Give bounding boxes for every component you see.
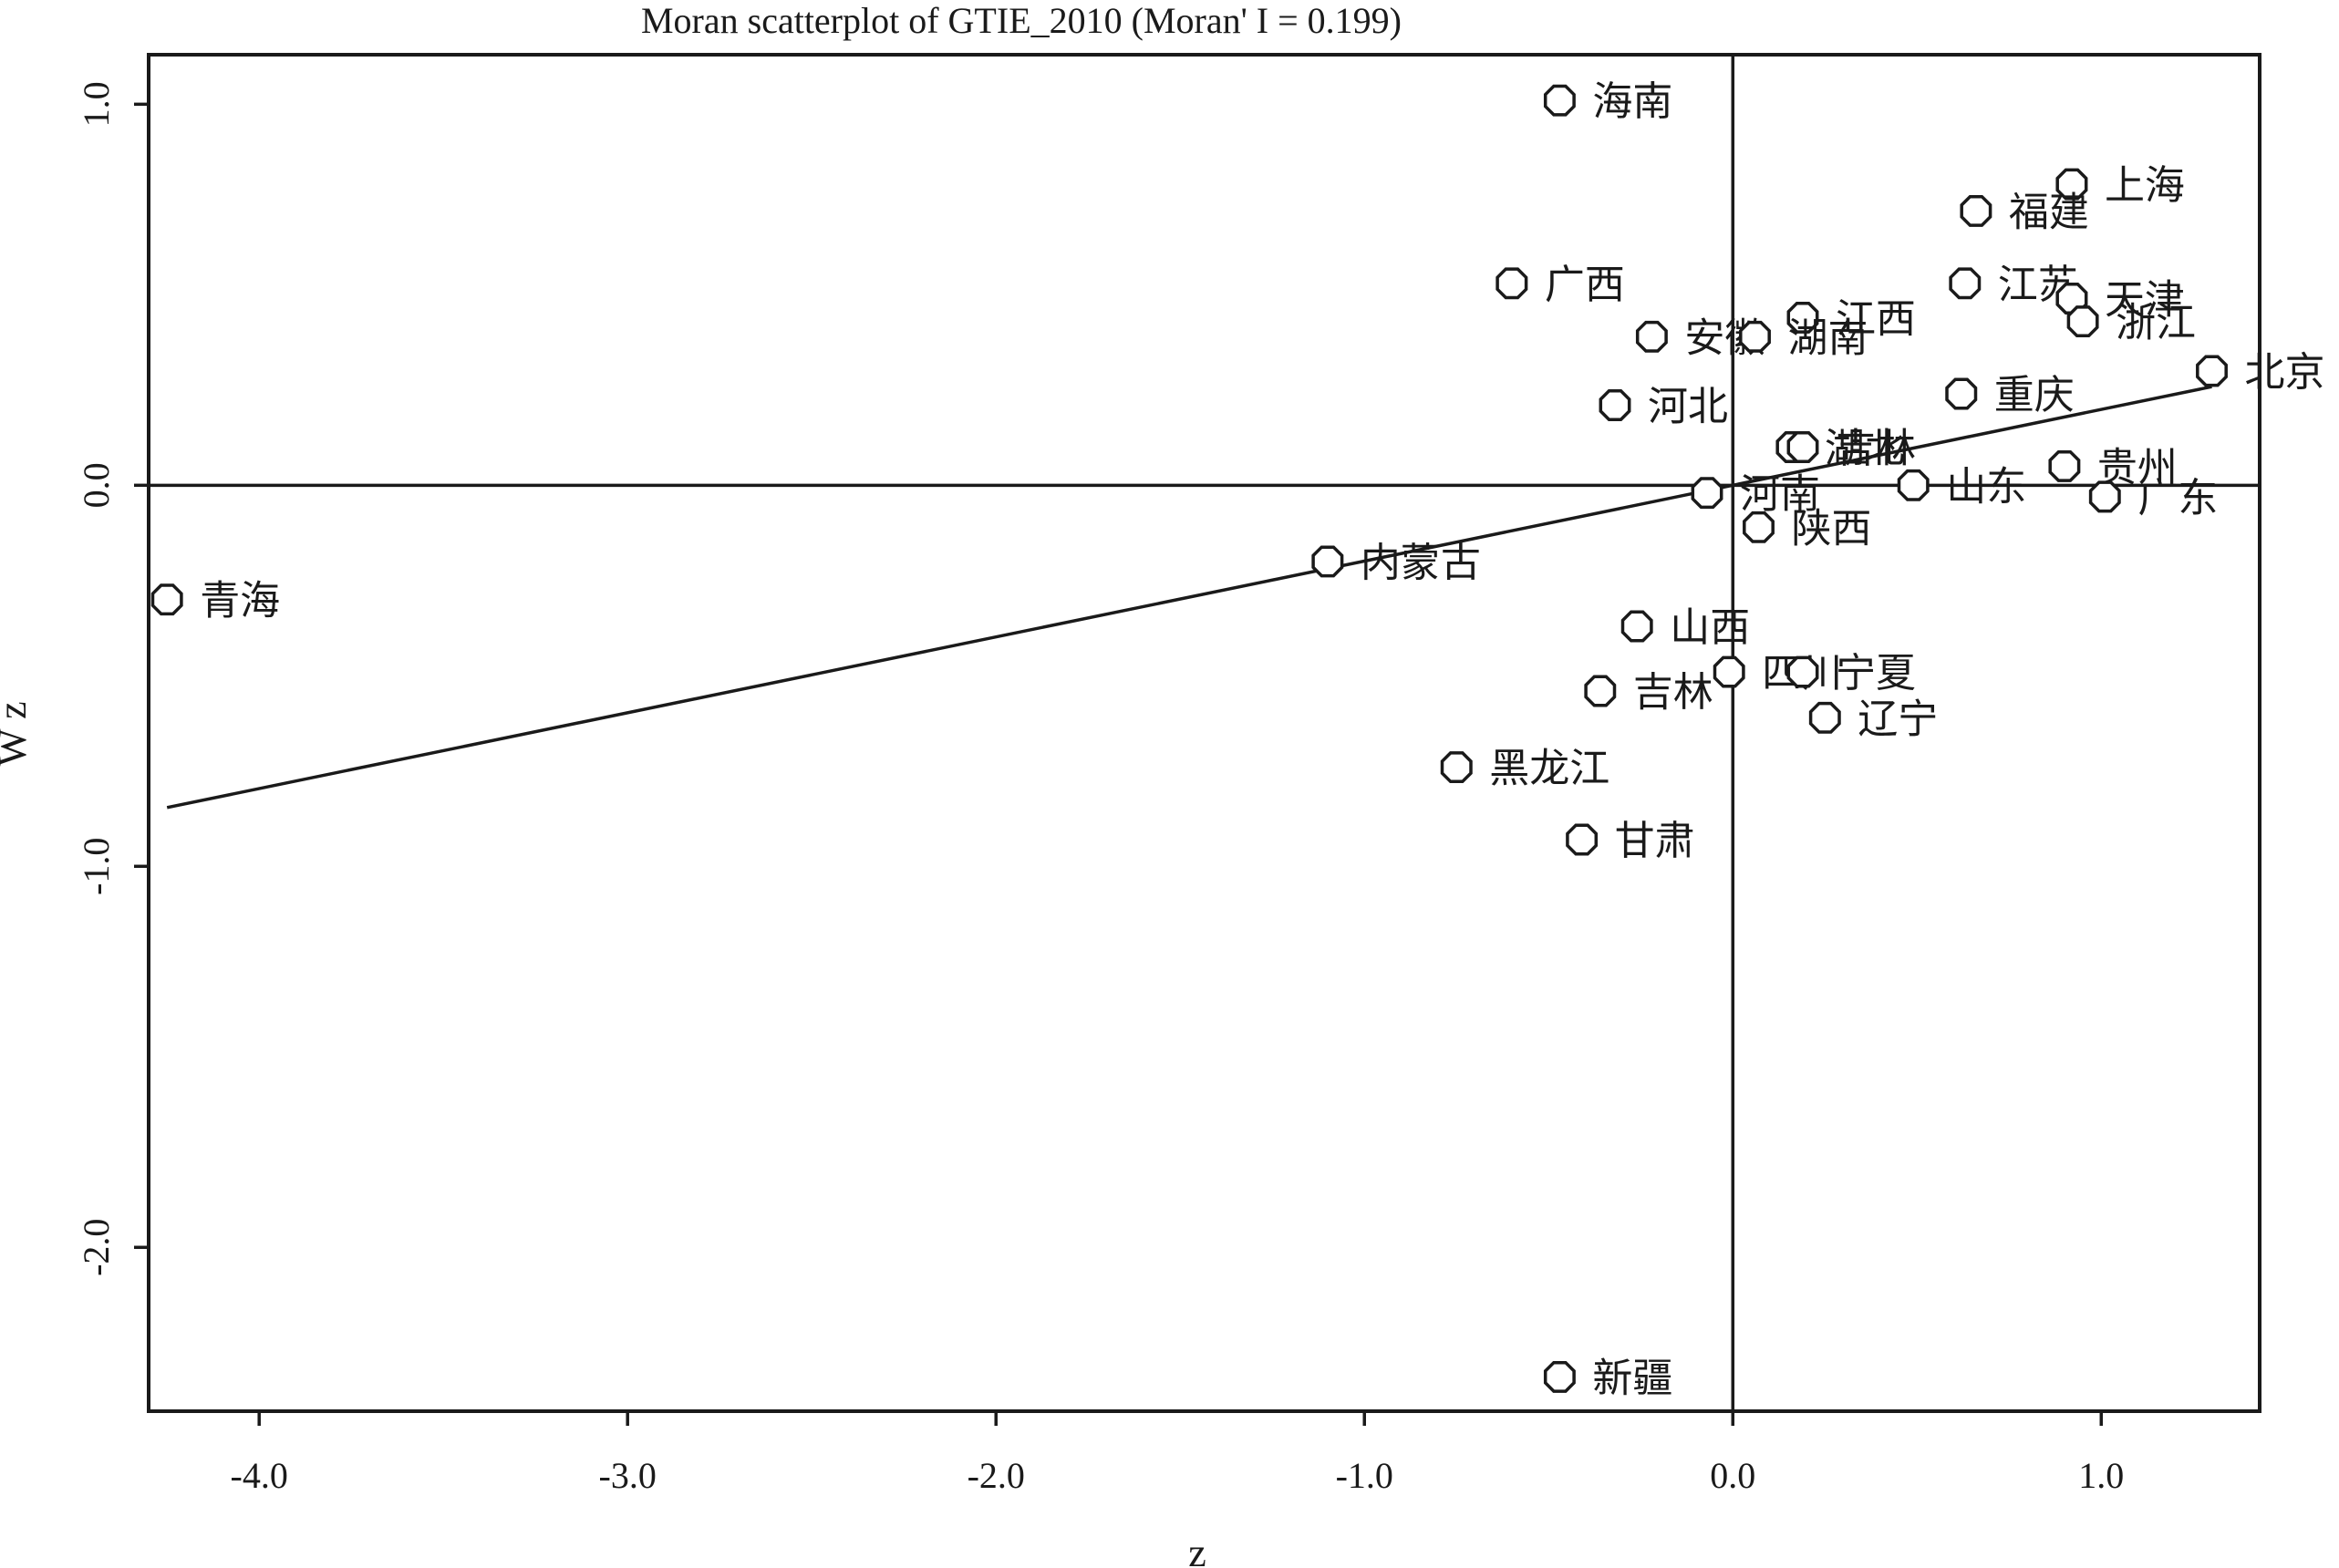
axes: -4.0 -3.0 -2.0 -1.0 0.0 1.0 -2.0 -1.0 0.0 1.0 (76, 81, 2124, 1496)
data-point: 重庆 (1945, 372, 2075, 418)
point-label: 上海 (2105, 162, 2185, 209)
x-tick-label: 0.0 (1710, 1455, 1755, 1496)
point-label: 广东 (2137, 475, 2218, 521)
point-label: 吉林 (1633, 669, 1713, 716)
point-label: 浙江 (2116, 300, 2196, 346)
plot-frame (147, 53, 2261, 1413)
point-marker (1311, 545, 1344, 578)
data-point: 浙江 (2066, 300, 2196, 346)
y-tick-label: -1.0 (76, 838, 117, 895)
point-marker (2196, 355, 2228, 387)
point-marker (1897, 469, 1930, 501)
point-label: 广西 (1545, 262, 1625, 308)
point-label: 吉林 (1836, 426, 1916, 472)
y-tick-label: 0.0 (76, 462, 117, 508)
data-point: 内蒙古 (1311, 540, 1481, 586)
point-marker (1786, 301, 1819, 334)
point-marker (1739, 320, 1771, 353)
reference-lines (149, 55, 2260, 1411)
point-label: 重庆 (1994, 372, 2075, 418)
point-marker (1960, 194, 1992, 227)
x-tick-label: 1.0 (2078, 1455, 2124, 1496)
point-label: 宁夏 (1836, 650, 1916, 696)
point-marker (1945, 377, 1978, 410)
point-marker (1713, 655, 1745, 688)
point-label: 北京 (2244, 349, 2324, 396)
fit-line (166, 385, 2212, 810)
point-marker (1743, 511, 1775, 543)
data-point: 河南 (1691, 471, 1820, 518)
data-point: 宁夏 (1786, 650, 1916, 696)
data-point: 河北 (1599, 384, 1728, 430)
data-point: 海南 (1543, 78, 1672, 125)
data-point: 辽宁 (1808, 696, 1938, 742)
x-tick-label: -3.0 (599, 1455, 657, 1496)
point-marker (2048, 449, 2081, 482)
point-label: 青海 (200, 578, 280, 624)
y-axis-title: W z (0, 701, 35, 766)
point-marker (1584, 675, 1617, 707)
x-tick-label: -4.0 (231, 1455, 288, 1496)
data-point: 山西 (1620, 604, 1750, 651)
point-label: 海南 (1592, 78, 1672, 125)
data-point: 福建 (1960, 189, 2089, 235)
data-point: 上海 (2055, 162, 2185, 209)
point-marker (1566, 823, 1599, 856)
point-label: 河南 (1740, 471, 1820, 518)
point-marker (150, 583, 183, 616)
point-label: 甘肃 (1615, 818, 1695, 864)
point-marker (1440, 751, 1473, 784)
regression-line (166, 385, 2212, 810)
data-point: 黑龙江 (1440, 746, 1609, 792)
point-marker (1543, 84, 1576, 117)
data-point: 广西 (1496, 262, 1625, 308)
y-tick-label: -2.0 (76, 1219, 117, 1276)
data-point: 青海 (150, 578, 280, 624)
point-marker (2055, 168, 2088, 201)
point-label: 黑龙江 (1489, 746, 1609, 792)
data-point: 湖南 (1739, 315, 1868, 361)
y-tick-label: 1.0 (76, 81, 117, 127)
point-label: 新疆 (1592, 1355, 1672, 1401)
point-label: 陕西 (1792, 505, 1872, 552)
point-label: 河北 (1648, 384, 1728, 430)
x-tick-label: -1.0 (1336, 1455, 1393, 1496)
point-marker (2066, 305, 2099, 338)
point-marker (1496, 267, 1528, 300)
point-label: 天津 (2105, 277, 2185, 324)
point-marker (1543, 1360, 1576, 1393)
data-point: 江西 (1786, 295, 1916, 342)
data-point: 广东 (2088, 475, 2218, 521)
point-marker (1786, 655, 1819, 688)
x-tick-label: -2.0 (968, 1455, 1025, 1496)
point-label: 福建 (2009, 189, 2089, 235)
x-axis-title: z (1188, 1531, 1206, 1568)
point-marker (1808, 701, 1841, 734)
point-marker (1691, 477, 1723, 510)
point-label: 辽宁 (1858, 696, 1938, 742)
data-point: 陕西 (1743, 505, 1872, 552)
point-marker (1635, 320, 1668, 353)
chart-title: Moran scatterplot of GTIE_2010 (Moran' I… (641, 0, 1402, 41)
data-point: 山东 (1897, 463, 2026, 510)
point-label: 内蒙古 (1361, 540, 1481, 586)
point-marker (1786, 431, 1819, 463)
data-point: 吉林 (1584, 669, 1713, 716)
data-point: 新疆 (1543, 1355, 1672, 1401)
data-point: 甘肃 (1566, 818, 1695, 864)
point-label: 湖南 (1788, 315, 1868, 361)
point-label: 山东 (1946, 463, 2026, 510)
point-marker (1620, 610, 1653, 643)
point-label: 山西 (1670, 604, 1750, 651)
point-marker (2088, 480, 2121, 513)
point-label: 湖北 (1825, 426, 1905, 472)
data-point: 吉林 (1786, 426, 1916, 472)
point-label: 江西 (1836, 295, 1916, 342)
point-marker (1599, 389, 1631, 421)
point-marker (1949, 267, 1982, 300)
